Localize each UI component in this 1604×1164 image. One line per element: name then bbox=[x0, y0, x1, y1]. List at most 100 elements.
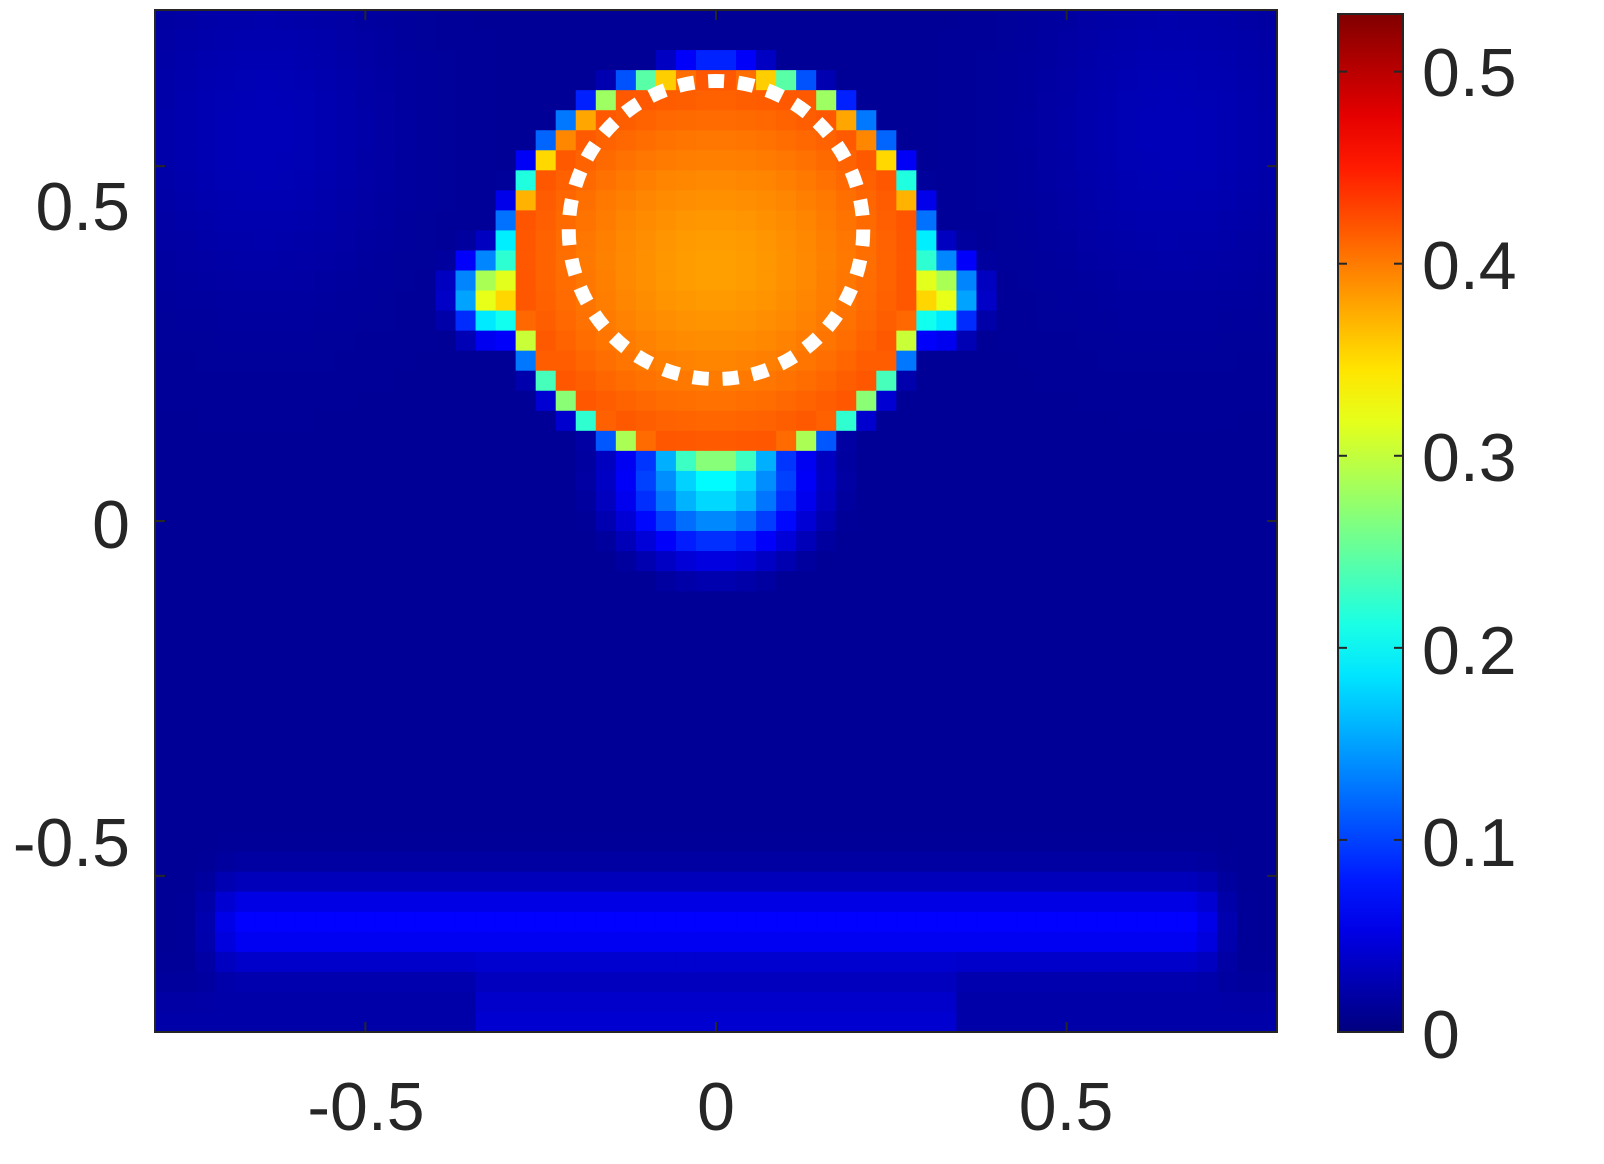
heatmap-cell bbox=[375, 450, 397, 472]
heatmap-cell bbox=[455, 350, 477, 372]
heatmap-cell bbox=[956, 671, 978, 692]
heatmap-cell bbox=[275, 390, 296, 412]
heatmap-cell bbox=[575, 90, 597, 111]
heatmap-cell bbox=[575, 971, 597, 993]
heatmap-cell bbox=[776, 611, 797, 632]
heatmap-cell bbox=[1256, 971, 1278, 993]
heatmap-cell bbox=[1196, 90, 1218, 111]
heatmap-cell bbox=[736, 450, 757, 472]
heatmap-cell bbox=[1216, 771, 1238, 793]
heatmap-cell bbox=[876, 70, 897, 91]
heatmap-cell bbox=[856, 130, 877, 151]
heatmap-cell bbox=[1056, 330, 1078, 352]
heatmap-cell bbox=[395, 330, 417, 352]
heatmap-cell bbox=[1196, 871, 1218, 893]
heatmap-cell bbox=[195, 791, 216, 813]
heatmap-cell bbox=[1136, 390, 1158, 412]
heatmap-cell bbox=[1076, 631, 1098, 652]
heatmap-cell bbox=[936, 711, 958, 733]
heatmap-cell bbox=[756, 410, 777, 432]
heatmap-cell bbox=[155, 851, 176, 873]
heatmap-cell bbox=[675, 270, 697, 292]
heatmap-cell bbox=[195, 751, 216, 773]
heatmap-cell bbox=[1136, 811, 1158, 833]
heatmap-cell bbox=[936, 851, 958, 873]
heatmap-cell bbox=[996, 110, 1018, 131]
heatmap-cell bbox=[776, 410, 797, 432]
heatmap-cell bbox=[796, 150, 817, 171]
heatmap-cell bbox=[255, 1011, 276, 1033]
heatmap-cell bbox=[595, 631, 617, 652]
heatmap-cell bbox=[736, 971, 757, 993]
heatmap-cell bbox=[195, 410, 216, 432]
heatmap-cell bbox=[876, 811, 897, 833]
heatmap-cell bbox=[1236, 531, 1258, 552]
heatmap-cell bbox=[615, 771, 637, 793]
heatmap-cell bbox=[1116, 10, 1138, 31]
heatmap-cell bbox=[1156, 571, 1178, 592]
heatmap-cell bbox=[1116, 831, 1138, 853]
heatmap-cell bbox=[675, 891, 697, 913]
heatmap-cell bbox=[816, 10, 837, 31]
heatmap-cell bbox=[1016, 591, 1038, 612]
heatmap-cell bbox=[595, 671, 617, 692]
heatmap-cell bbox=[275, 591, 296, 612]
heatmap-cell bbox=[736, 611, 757, 632]
heatmap-cell bbox=[535, 50, 557, 71]
heatmap-cell bbox=[395, 430, 417, 452]
heatmap-cell bbox=[235, 571, 256, 592]
heatmap-cell bbox=[635, 851, 657, 873]
heatmap-cell bbox=[675, 591, 697, 612]
heatmap-cell bbox=[235, 911, 256, 933]
heatmap-cell bbox=[1016, 430, 1038, 452]
heatmap-cell bbox=[976, 791, 998, 813]
heatmap-cell bbox=[916, 310, 937, 332]
heatmap-cell bbox=[275, 851, 296, 873]
heatmap-cell bbox=[836, 210, 857, 232]
heatmap-cell bbox=[1196, 611, 1218, 632]
heatmap-cell bbox=[275, 150, 296, 171]
heatmap-cell bbox=[215, 410, 236, 432]
heatmap-cell bbox=[1016, 811, 1038, 833]
heatmap-cell bbox=[796, 370, 817, 392]
heatmap-cell bbox=[836, 510, 857, 532]
heatmap-cell bbox=[936, 791, 958, 813]
heatmap-cell bbox=[215, 370, 236, 392]
overlay-layer bbox=[561, 73, 871, 387]
heatmap-cell bbox=[355, 190, 376, 211]
heatmap-cell bbox=[555, 691, 577, 712]
heatmap-cell bbox=[1016, 631, 1038, 652]
heatmap-cell bbox=[255, 711, 276, 733]
heatmap-cell bbox=[976, 991, 998, 1013]
heatmap-cell bbox=[976, 551, 998, 572]
heatmap-cell bbox=[1176, 10, 1198, 31]
heatmap-cell bbox=[195, 811, 216, 833]
heatmap-cell bbox=[655, 10, 677, 31]
heatmap-cell bbox=[415, 771, 437, 793]
heatmap-cell bbox=[155, 110, 176, 131]
heatmap-cell bbox=[1036, 991, 1058, 1013]
heatmap-cell bbox=[916, 430, 937, 452]
heatmap-cell bbox=[916, 771, 937, 793]
heatmap-cell bbox=[475, 290, 497, 312]
heatmap-cell bbox=[1076, 10, 1098, 31]
heatmap-cell bbox=[836, 871, 857, 893]
heatmap-cell bbox=[395, 110, 417, 131]
heatmap-cell bbox=[736, 991, 757, 1013]
heatmap-cell bbox=[716, 971, 737, 993]
heatmap-cell bbox=[796, 1011, 817, 1033]
heatmap-cell bbox=[435, 390, 457, 412]
heatmap-cell bbox=[916, 30, 937, 51]
heatmap-cell bbox=[1136, 370, 1158, 392]
heatmap-cell bbox=[956, 831, 978, 853]
heatmap-cell bbox=[796, 631, 817, 652]
heatmap-cell bbox=[615, 30, 637, 51]
heatmap-cell bbox=[996, 50, 1018, 71]
heatmap-cell bbox=[155, 450, 176, 472]
heatmap-cell bbox=[615, 691, 637, 712]
heatmap-cell bbox=[1156, 751, 1178, 773]
heatmap-cell bbox=[1196, 991, 1218, 1013]
heatmap-cell bbox=[1016, 130, 1038, 151]
heatmap-cell bbox=[956, 971, 978, 993]
heatmap-cell bbox=[195, 90, 216, 111]
